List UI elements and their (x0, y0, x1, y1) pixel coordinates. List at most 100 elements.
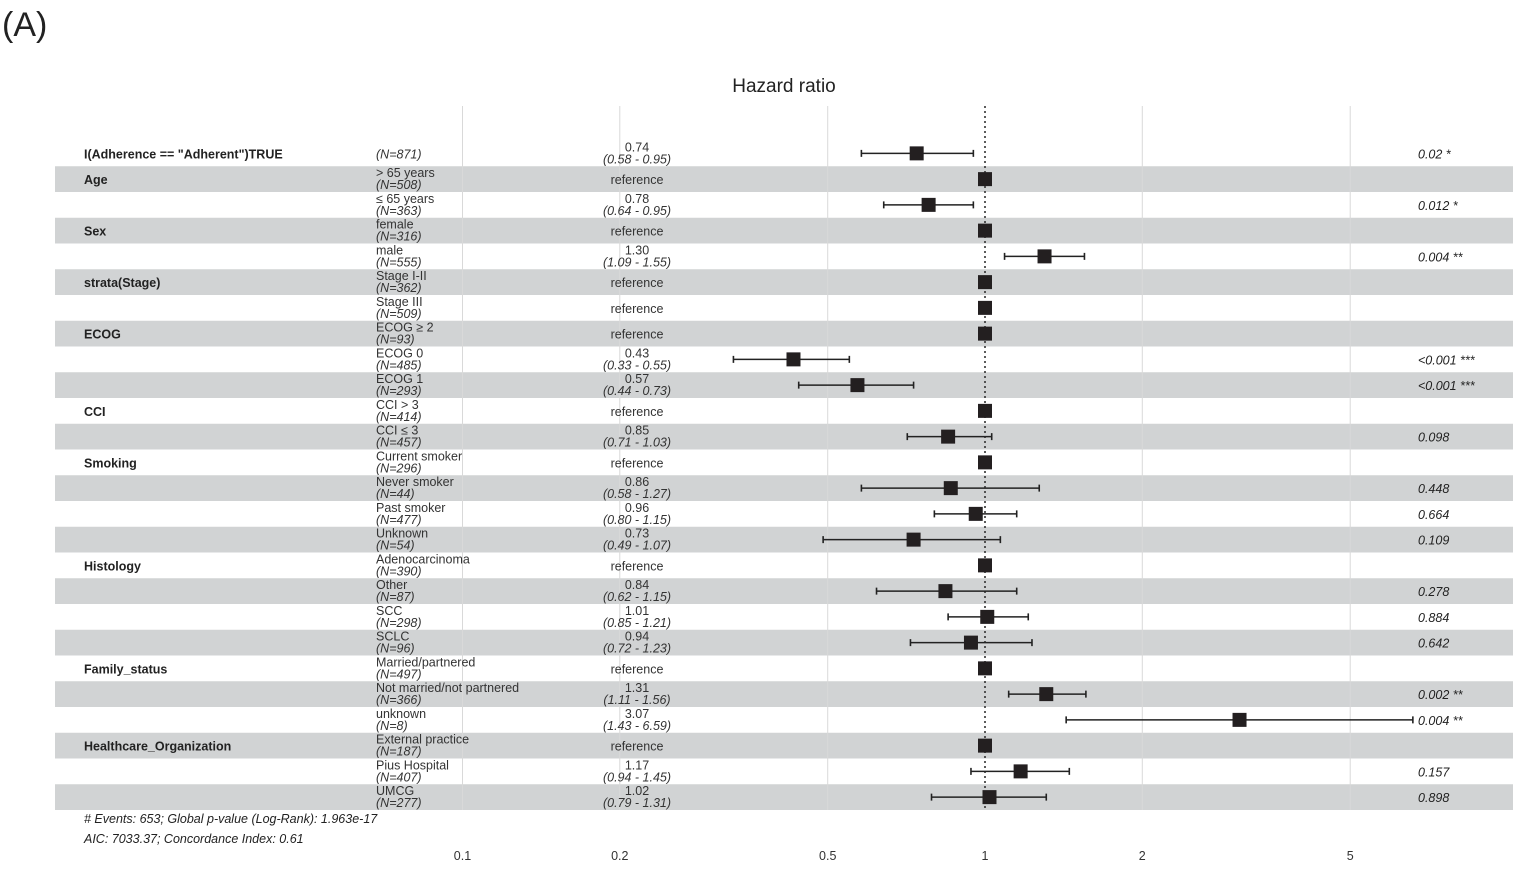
n-label: (N=497) (376, 667, 422, 681)
hr-label: 1.30 (625, 243, 649, 257)
ci-label: (0.49 - 1.07) (603, 539, 671, 553)
p-value-label: 0.884 (1418, 611, 1449, 625)
row-stripe (55, 681, 1513, 707)
point-estimate (978, 403, 992, 418)
p-value-label: 0.002 ** (1418, 688, 1464, 702)
level-label: ECOG 1 (376, 372, 423, 386)
p-value-label: 0.109 (1418, 534, 1449, 548)
point-estimate (786, 352, 801, 367)
level-label: ≤ 65 years (376, 192, 434, 206)
level-label: External practice (376, 733, 469, 747)
hr-label: 1.02 (625, 784, 649, 798)
p-value-label: 0.004 ** (1418, 250, 1464, 264)
hr-label: 0.78 (625, 192, 649, 206)
n-label: (N=54) (376, 539, 415, 553)
n-label: (N=485) (376, 358, 422, 372)
n-label: (N=298) (376, 616, 422, 630)
hr-label: reference (611, 662, 664, 676)
x-tick-label: 5 (1347, 849, 1354, 863)
point-estimate (909, 146, 924, 161)
x-tick-label: 0.1 (454, 849, 471, 863)
hr-label: 0.85 (625, 424, 649, 438)
hr-label: 0.73 (625, 527, 649, 541)
row-stripe (55, 166, 1513, 192)
n-label: (N=477) (376, 513, 422, 527)
estimate-marks (732, 146, 1414, 805)
hr-label: reference (611, 559, 664, 573)
n-label: (N=96) (376, 642, 415, 656)
x-axis-ticks: 0.1 0.2 0.5 1 2 5 (454, 849, 1354, 863)
point-estimate (1037, 249, 1052, 264)
n-label: (N=555) (376, 255, 422, 269)
variable-label: Age (84, 173, 108, 187)
point-estimate (982, 790, 997, 805)
panel-label: (A) (2, 6, 48, 44)
ci-label: (0.72 - 1.23) (603, 642, 671, 656)
variable-label: Smoking (84, 456, 137, 470)
n-label: (N=277) (376, 796, 422, 810)
row-stripe (55, 320, 1513, 347)
hr-label: 0.43 (625, 346, 649, 360)
variable-label: I(Adherence == "Adherent")TRUE (84, 147, 283, 161)
n-label: (N=8) (376, 719, 408, 733)
hr-label: 0.84 (625, 578, 649, 592)
level-label: Adenocarcinoma (376, 552, 470, 566)
level-label: ECOG 0 (376, 346, 423, 360)
p-value-label: 0.664 (1418, 508, 1449, 522)
ci-label: (0.62 - 1.15) (603, 590, 671, 604)
ci-label: (0.71 - 1.03) (603, 436, 671, 450)
n-label: (N=509) (376, 307, 422, 321)
hr-label: 0.57 (625, 372, 649, 386)
n-label: (N=363) (376, 204, 422, 218)
n-label: (N=44) (376, 487, 415, 501)
x-tick-label: 0.2 (611, 849, 628, 863)
point-estimate (1232, 712, 1247, 727)
ci-label: (0.80 - 1.15) (603, 513, 671, 527)
level-label: unknown (376, 707, 426, 721)
level-label: Stage III (376, 295, 423, 309)
point-estimate (921, 197, 936, 212)
n-label: (N=366) (376, 693, 422, 707)
ci-label: (0.58 - 1.27) (603, 487, 671, 501)
p-value-label: 0.157 (1418, 765, 1450, 779)
p-value-label: 0.012 * (1418, 199, 1459, 213)
hr-label: reference (611, 456, 664, 470)
x-tick-label: 0.5 (819, 849, 836, 863)
point-estimate (978, 558, 992, 573)
hr-label: 0.96 (625, 501, 649, 515)
p-value-label: <0.001 *** (1418, 353, 1476, 367)
p-value-label: 0.898 (1418, 791, 1449, 805)
ci-label: (1.43 - 6.59) (603, 719, 671, 733)
p-value-label: 0.642 (1418, 637, 1449, 651)
point-estimate (980, 609, 995, 624)
n-label: (N=87) (376, 590, 415, 604)
variable-label: Sex (84, 225, 106, 239)
ci-label: (1.11 - 1.56) (603, 693, 670, 707)
variable-label: CCI (84, 405, 106, 419)
point-estimate (1039, 687, 1054, 702)
level-label: Pius Hospital (376, 758, 449, 772)
point-estimate (968, 506, 983, 521)
point-estimate (938, 584, 953, 599)
level-label: Current smoker (376, 449, 462, 463)
x-tick-label: 2 (1139, 849, 1146, 863)
hr-label: 0.74 (625, 140, 649, 154)
n-label: (N=407) (376, 770, 422, 784)
hr-label: reference (611, 405, 664, 419)
n-label: (N=871) (376, 147, 422, 161)
level-label: male (376, 243, 403, 257)
n-label: (N=187) (376, 745, 422, 759)
row-stripe (55, 269, 1513, 295)
p-value-label: 0.02 * (1418, 147, 1452, 161)
level-label: Not married/not partnered (376, 681, 519, 695)
ci-label: (0.33 - 0.55) (603, 358, 671, 372)
level-label: SCLC (376, 630, 409, 644)
hr-label: reference (611, 173, 664, 187)
grid-lines (462, 106, 1351, 810)
level-label: Other (376, 578, 407, 592)
variable-label: Histology (84, 559, 141, 573)
hr-label: 1.01 (625, 604, 649, 618)
n-label: (N=296) (376, 461, 422, 475)
point-estimate (978, 455, 992, 470)
ci-label: (0.64 - 0.95) (603, 204, 671, 218)
